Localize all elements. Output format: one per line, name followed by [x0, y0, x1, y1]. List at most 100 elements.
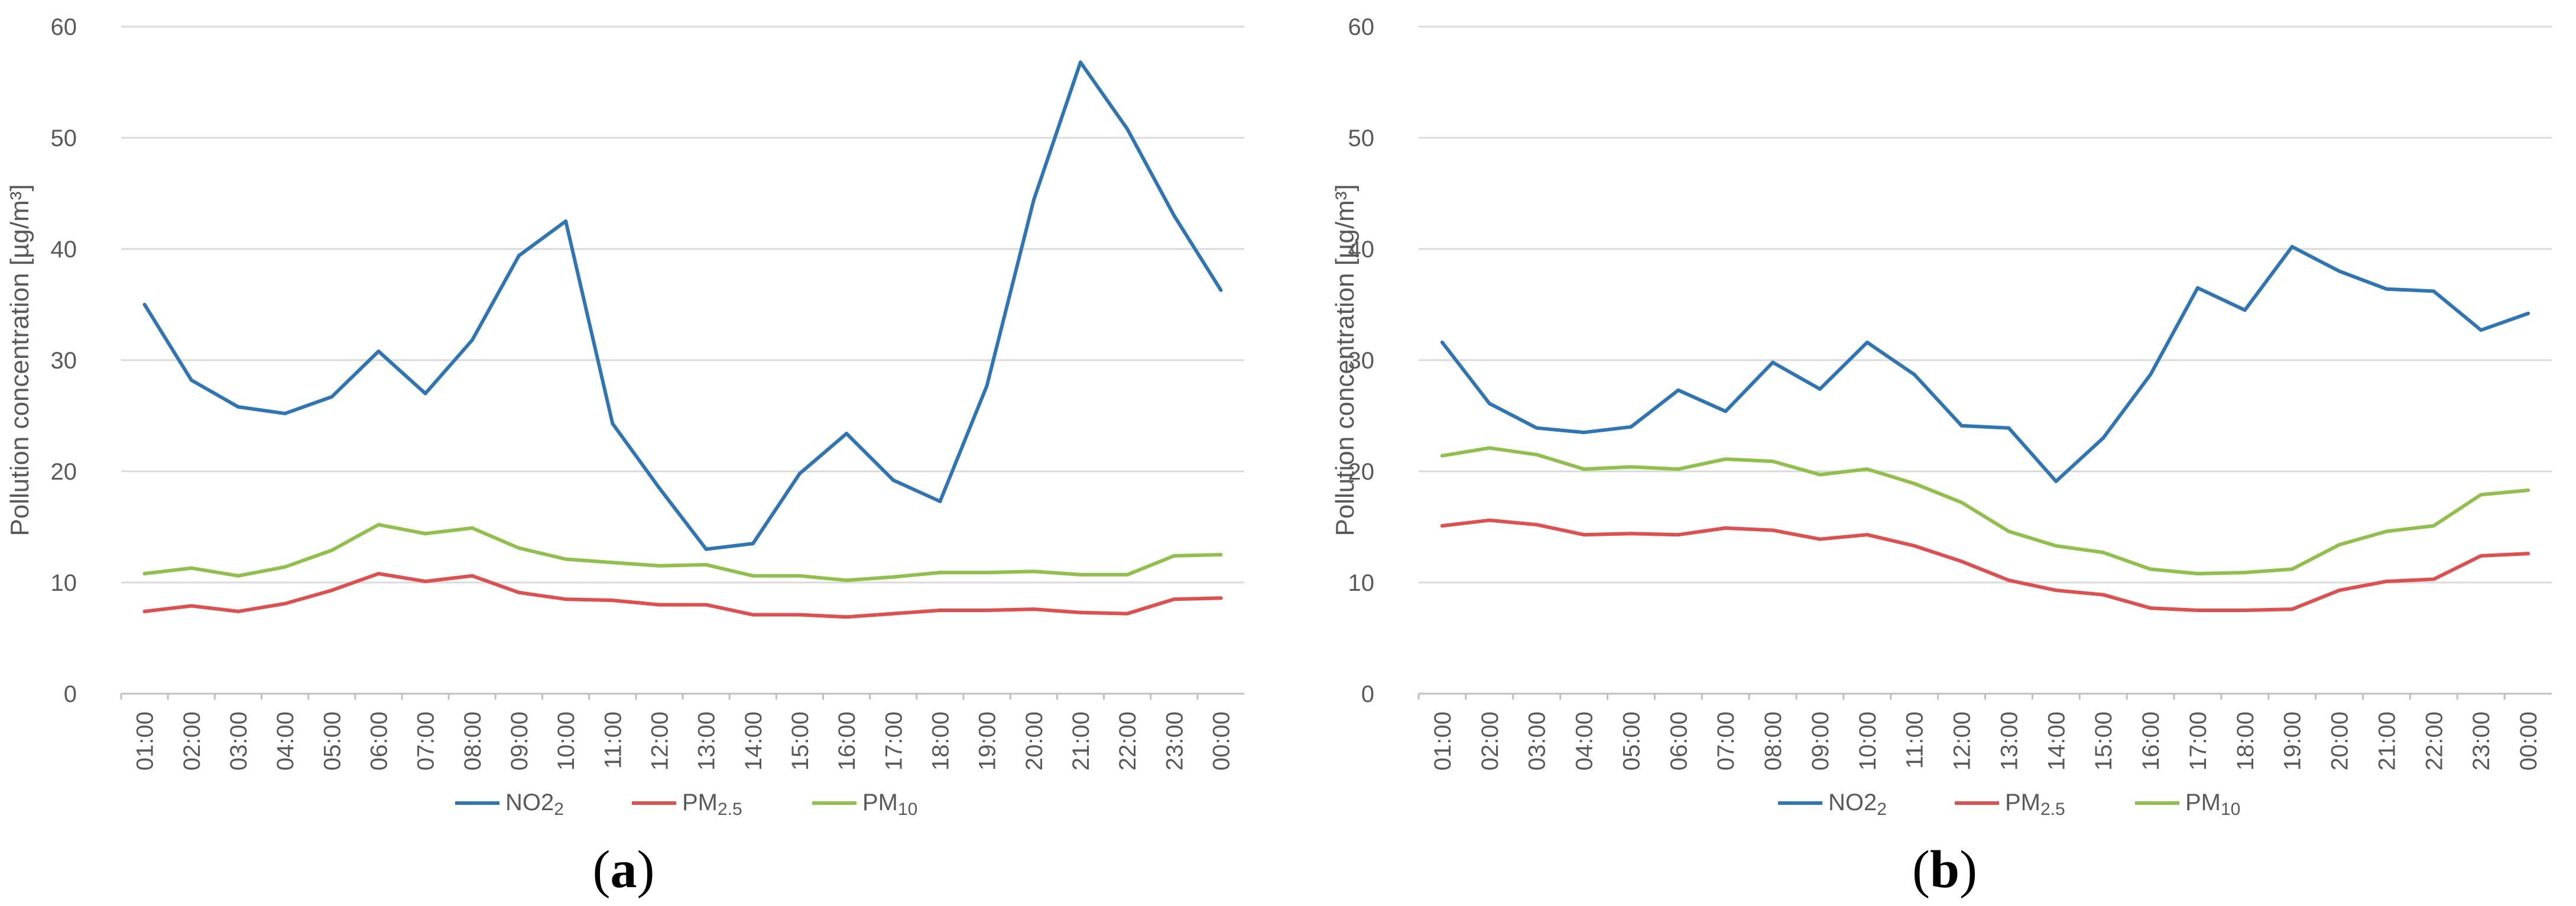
data-point-PM10	[564, 557, 568, 561]
panel-label: (b)	[1912, 840, 1977, 899]
data-point-PM25	[1724, 526, 1728, 530]
y-axis-label: Pollution concentration [µg/m³]	[1331, 184, 1360, 536]
data-point-PM10	[1818, 473, 1822, 477]
data-point-PM25	[2526, 552, 2530, 556]
data-point-NO2	[1865, 340, 1869, 344]
x-tick-label: 21:00	[2374, 711, 2400, 771]
data-point-PM10	[2384, 529, 2389, 533]
panel-label-close: )	[1959, 840, 1977, 899]
data-point-NO2	[751, 542, 755, 546]
data-point-PM10	[2149, 567, 2153, 571]
data-point-PM10	[751, 574, 755, 578]
data-point-PM10	[1771, 460, 1775, 464]
y-tick-label: 60	[51, 14, 77, 40]
x-tick-label: 22:00	[1115, 711, 1141, 771]
y-tick-label: 30	[51, 348, 77, 374]
x-tick-label: 04:00	[272, 711, 299, 771]
x-tick-label: 21:00	[1068, 711, 1094, 771]
legend-label-subscript: 10	[898, 800, 917, 819]
data-point-NO2	[1676, 388, 1680, 392]
x-tick-label: 17:00	[2185, 711, 2211, 771]
data-point-PM25	[2101, 593, 2105, 597]
data-point-PM10	[657, 564, 661, 568]
data-point-PM10	[2290, 567, 2294, 571]
y-tick-label: 20	[1348, 459, 1375, 485]
data-point-PM25	[470, 574, 474, 578]
series-line-PM25	[142, 572, 1223, 619]
data-point-PM10	[704, 562, 708, 567]
legend-label-main: NO2	[1828, 789, 1877, 816]
data-point-NO2	[1487, 402, 1491, 406]
x-tick-label: 07:00	[413, 711, 439, 771]
x-tick-label: 03:00	[1524, 711, 1550, 771]
data-point-PM25	[330, 588, 334, 593]
data-point-PM10	[2195, 571, 2199, 575]
legend-label-main: NO2	[505, 789, 554, 816]
data-point-PM25	[1031, 607, 1036, 611]
x-tick-label: 12:00	[1949, 711, 1975, 771]
x-tick-label: 09:00	[507, 711, 533, 771]
legend-label: NO22	[1828, 789, 1887, 819]
data-point-PM10	[189, 566, 193, 570]
data-point-NO2	[1724, 409, 1728, 413]
panel-label-letter: b	[1930, 840, 1959, 899]
x-tick-label: 16:00	[834, 711, 860, 771]
data-point-PM25	[189, 604, 193, 608]
y-tick-label: 10	[1348, 570, 1375, 596]
panel-label-open: (	[1912, 840, 1930, 899]
legend-label-main: PM	[862, 789, 898, 816]
x-tick-label: 00:00	[2516, 711, 2542, 771]
x-tick-label: 12:00	[647, 711, 673, 771]
data-point-PM25	[1125, 611, 1130, 616]
legend-label-subscript: 10	[2221, 800, 2240, 819]
y-tick-label: 0	[64, 681, 77, 707]
data-point-NO2	[1959, 423, 1964, 428]
data-point-NO2	[377, 349, 381, 353]
data-point-PM10	[236, 574, 240, 578]
data-point-PM25	[2243, 609, 2247, 612]
data-point-PM25	[1959, 559, 1964, 564]
data-point-NO2	[1440, 340, 1444, 344]
data-point-PM10	[1487, 446, 1491, 450]
legend-label-subscript: 2.5	[2040, 800, 2065, 819]
x-tick-label: 06:00	[366, 711, 392, 771]
x-tick-label: 19:00	[975, 711, 1001, 771]
data-point-PM10	[423, 532, 427, 536]
panel-label: (a)	[593, 840, 655, 899]
data-point-PM10	[1629, 465, 1633, 469]
data-point-PM25	[891, 611, 896, 616]
series-line-PM10	[142, 523, 1223, 583]
data-point-NO2	[845, 432, 849, 436]
data-point-NO2	[2384, 287, 2389, 291]
x-tick-label: 08:00	[460, 711, 486, 771]
data-point-PM25	[2195, 609, 2199, 612]
data-point-PM10	[517, 546, 521, 550]
x-tick-label: 09:00	[1808, 711, 1834, 771]
x-tick-label: 18:00	[927, 711, 953, 771]
x-tick-label: 02:00	[1477, 711, 1503, 771]
data-point-PM10	[2054, 543, 2058, 548]
legend-label-main: PM	[682, 789, 718, 816]
data-point-NO2	[2432, 289, 2436, 293]
data-point-PM25	[2479, 554, 2483, 558]
data-point-PM10	[1172, 554, 1176, 558]
data-point-PM25	[1676, 533, 1680, 537]
data-point-PM25	[2290, 607, 2294, 611]
data-point-NO2	[2290, 245, 2294, 249]
data-point-PM25	[1219, 596, 1223, 600]
data-point-NO2	[2479, 328, 2483, 332]
x-tick-label: 15:00	[787, 711, 813, 771]
data-point-PM10	[470, 526, 474, 530]
data-point-PM25	[1487, 518, 1491, 522]
data-point-PM10	[1912, 481, 1916, 486]
data-point-PM10	[283, 565, 287, 569]
panel-label-letter: a	[611, 840, 637, 899]
x-tick-label: 15:00	[2091, 711, 2117, 771]
x-tick-label: 20:00	[2327, 711, 2353, 771]
series-line-NO2	[1440, 245, 2530, 483]
data-point-PM10	[2479, 493, 2483, 497]
data-point-PM25	[423, 580, 427, 584]
data-point-PM25	[704, 603, 708, 607]
data-point-PM25	[1865, 533, 1869, 537]
data-point-NO2	[142, 303, 147, 306]
